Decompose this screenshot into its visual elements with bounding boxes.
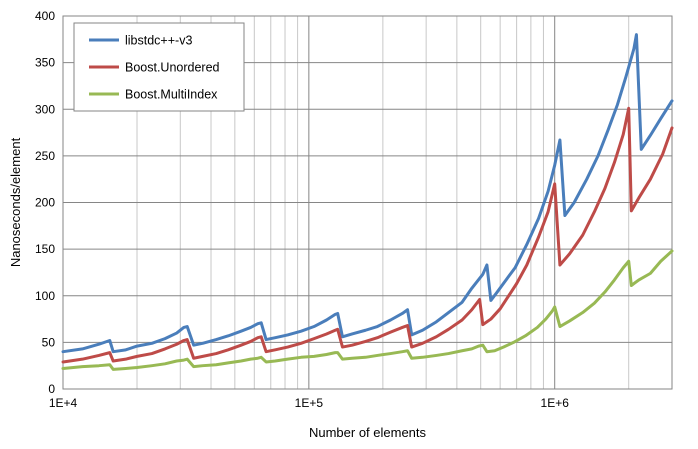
- plot-area-frame: [62, 15, 673, 390]
- series-line-3: [61, 249, 674, 371]
- y-tick-label: 0: [48, 382, 55, 396]
- x-tick-label: 1E+4: [49, 396, 78, 410]
- x-axis-tick-labels: 1E+4 1E+5 1E+6: [49, 396, 569, 410]
- x-axis-title: Number of elements: [309, 425, 427, 440]
- y-axis-tick-labels: 0 50 100 150 200 250 300 350 400: [35, 9, 55, 396]
- y-tick-label: 400: [35, 9, 55, 23]
- y-tick-label: 250: [35, 149, 55, 163]
- y-tick-label: 100: [35, 289, 55, 303]
- series-lines: [61, 33, 674, 371]
- y-tick-label: 150: [35, 242, 55, 256]
- legend-label: Boost.MultiIndex: [125, 88, 218, 102]
- y-axis-title: Nanoseconds/element: [8, 137, 23, 267]
- x-tick-label: 1E+5: [295, 396, 324, 410]
- y-tick-label: 350: [35, 56, 55, 70]
- series-line-2: [61, 106, 674, 364]
- legend-label: Boost.Unordered: [125, 61, 220, 75]
- y-tick-label: 300: [35, 102, 55, 116]
- series-line-1: [61, 33, 674, 354]
- x-tick-label: 1E+6: [541, 396, 570, 410]
- legend: libstdc++-v3 Boost.Unordered Boost.MultiIn…: [73, 22, 245, 112]
- y-tick-label: 200: [35, 196, 55, 210]
- y-tick-label: 50: [42, 335, 56, 349]
- legend-label: libstdc++-v3: [125, 34, 192, 48]
